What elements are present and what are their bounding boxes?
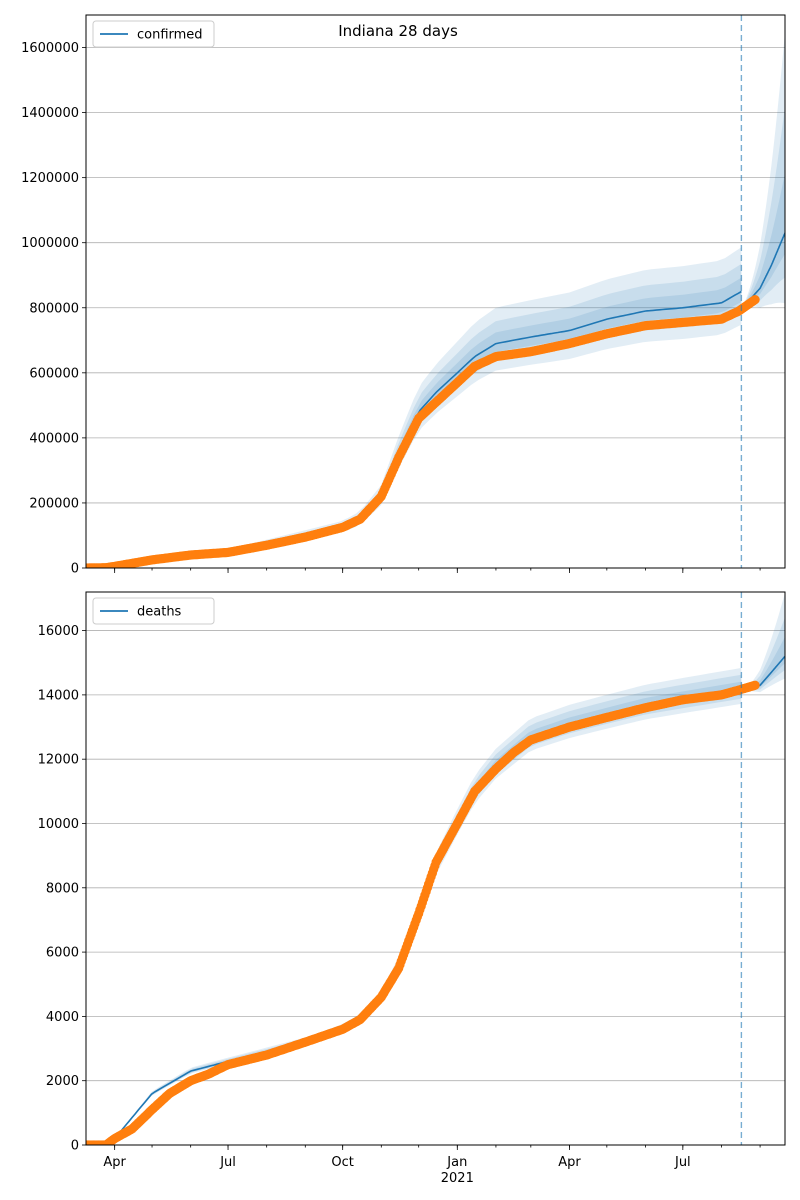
y-tick-label: 2000	[46, 1074, 79, 1089]
legend-label: deaths	[137, 605, 182, 620]
legend-label: confirmed	[137, 28, 203, 43]
y-tick-label: 1000000	[21, 236, 79, 251]
legend-box	[92, 597, 215, 625]
y-tick-label: 400000	[29, 431, 79, 446]
x-tick-label: Oct	[331, 1155, 353, 1170]
forecast-uncertainty-band	[741, 617, 785, 692]
legend-box	[92, 20, 215, 48]
x-tick-label: Apr	[558, 1155, 581, 1170]
x-tick-label: Apr	[103, 1155, 126, 1170]
x-tick-label: Jul	[674, 1155, 691, 1170]
plot-area	[86, 592, 785, 1145]
x-year-label: 2021	[441, 1171, 474, 1186]
axes-frame	[85, 591, 786, 1146]
y-tick-label: 10000	[38, 817, 79, 832]
observed-point	[750, 295, 760, 305]
forecast-uncertainty-band	[741, 592, 785, 693]
plot-area	[86, 31, 785, 568]
y-tick-label: 8000	[46, 881, 79, 896]
y-tick-label: 0	[71, 562, 79, 577]
y-tick-label: 200000	[29, 496, 79, 511]
y-tick-label: 4000	[46, 1010, 79, 1025]
y-tick-label: 1400000	[21, 106, 79, 121]
figure-title: Indiana 28 days	[338, 22, 458, 40]
legend: deaths	[92, 597, 215, 625]
legend: confirmed	[92, 20, 215, 48]
y-tick-label: 14000	[38, 688, 79, 703]
y-tick-label: 1600000	[21, 41, 79, 56]
observed-point	[750, 680, 760, 690]
x-tick-label: Jul	[219, 1155, 236, 1170]
y-tick-label: 12000	[38, 753, 79, 768]
y-tick-label: 16000	[38, 624, 79, 639]
axes-frame	[85, 14, 786, 569]
x-tick-label: Jan	[446, 1155, 467, 1170]
y-tick-label: 1200000	[21, 171, 79, 186]
y-tick-label: 6000	[46, 946, 79, 961]
confirmed-panel: 0 200000 400000 600000 800000 1000000 1200000 1…	[21, 14, 786, 577]
y-tick-label: 800000	[29, 301, 79, 316]
forecast-uncertainty-band	[741, 31, 785, 308]
y-tick-label: 0	[71, 1139, 79, 1154]
deaths-panel: 0 2000 4000 6000 8000 10000 12000 14000 16000 Apr…	[38, 591, 786, 1186]
y-tick-label: 600000	[29, 366, 79, 381]
